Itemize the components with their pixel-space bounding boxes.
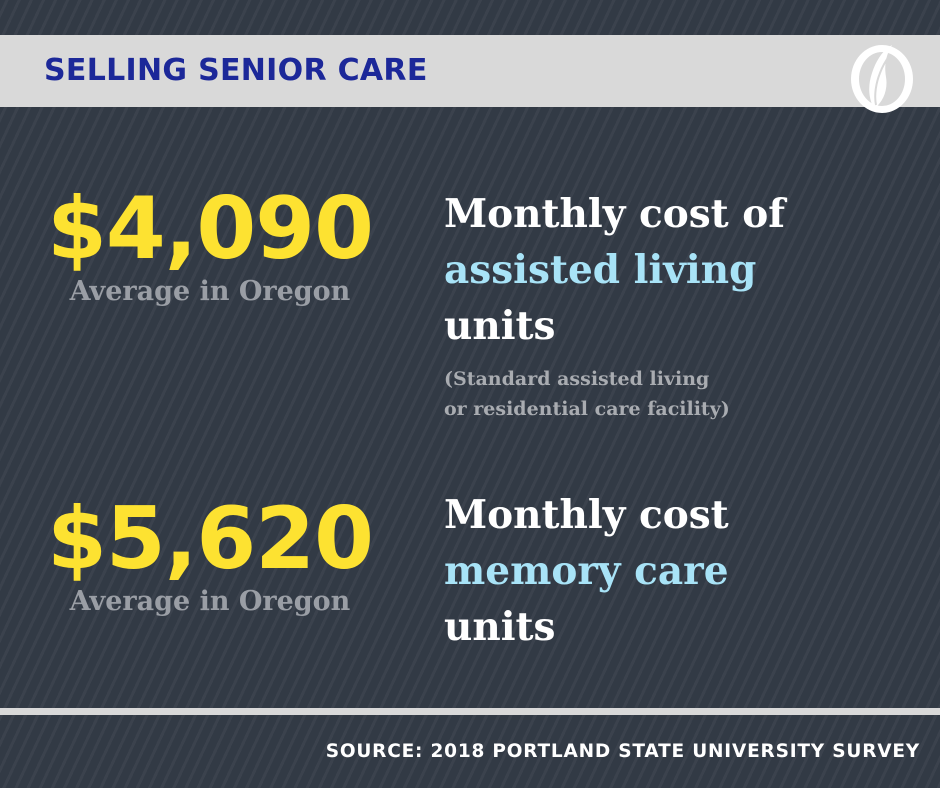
stat-description-memory-care: Monthly cost memory care units: [444, 487, 924, 655]
desc-line: units: [444, 303, 556, 349]
stat-label: Average in Oregon: [69, 276, 351, 307]
header-bar: SELLING SENIOR CARE: [0, 35, 940, 113]
desc-line: Monthly cost of: [444, 191, 786, 237]
desc-highlight: assisted living: [444, 247, 757, 293]
source-credit: SOURCE: 2018 PORTLAND STATE UNIVERSITY S…: [325, 741, 920, 762]
stat-description-assisted-living: Monthly cost of assisted living units: [444, 186, 924, 354]
stat-note: (Standard assisted living or residential…: [444, 364, 864, 424]
oregonian-logo-icon: [846, 39, 918, 115]
page-title: SELLING SENIOR CARE: [44, 53, 428, 88]
stat-value: $5,620: [47, 489, 374, 589]
stat-value: $4,090: [47, 179, 374, 279]
desc-line: Monthly cost: [444, 492, 729, 538]
stat-label: Average in Oregon: [69, 586, 351, 617]
desc-highlight: memory care: [444, 548, 729, 594]
note-line: (Standard assisted living: [444, 368, 710, 390]
stat-assisted-living: $4,090 Average in Oregon: [0, 186, 420, 307]
desc-line: units: [444, 604, 556, 650]
stat-memory-care: $5,620 Average in Oregon: [0, 496, 420, 617]
note-line: or residential care facility): [444, 398, 730, 420]
footer-divider: [0, 708, 940, 715]
